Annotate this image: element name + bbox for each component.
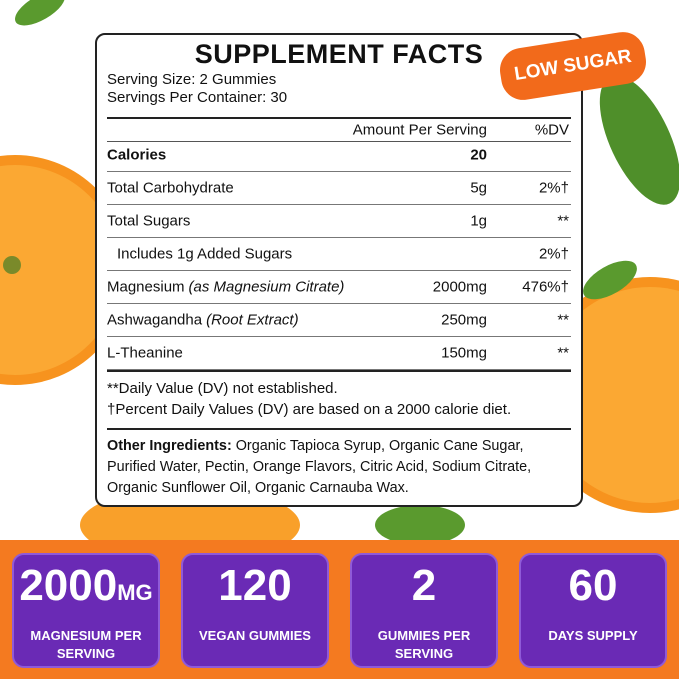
nutrient-name: Ashwagandha (Root Extract) xyxy=(107,312,299,329)
nutrient-name: Magnesium (as Magnesium Citrate) xyxy=(107,279,344,296)
stat-number: 2000 xyxy=(19,561,118,610)
daily-value: 2%† xyxy=(538,179,569,197)
stat-value: 2 xyxy=(352,561,496,611)
nutrient-name: Total Carbohydrate xyxy=(107,180,234,197)
nutrient-name: Calories xyxy=(107,147,166,164)
servings-per-container: Servings Per Container: 30 xyxy=(107,89,288,106)
daily-value: ** xyxy=(557,212,569,230)
daily-value: 476%† xyxy=(522,278,569,296)
facts-panel: SUPPLEMENT FACTS Serving Size: 2 Gummies… xyxy=(95,33,583,507)
nutrient-label: Includes 1g Added Sugars xyxy=(117,245,293,263)
stat-card: 2 GUMMIES PER SERVING xyxy=(350,553,498,668)
amount: 150mg xyxy=(441,344,487,362)
stat-label: GUMMIES PER SERVING xyxy=(377,628,471,661)
daily-value: 2%† xyxy=(538,245,569,263)
facts-row: Total Sugars 1g ** xyxy=(107,205,571,238)
nutrient-label: Magnesium xyxy=(107,278,185,296)
amount: 1g xyxy=(470,212,487,230)
nutrient-name: L-Theanine xyxy=(107,345,183,362)
nutrient-label: Total Carbohydrate xyxy=(107,179,234,197)
stat-label: DAYS SUPPLY xyxy=(548,628,638,643)
footnotes: **Daily Value (DV) not established. †Perc… xyxy=(107,370,571,420)
stat-number: 120 xyxy=(218,561,292,610)
nutrient-label: L-Theanine xyxy=(107,344,183,362)
nutrient-note: (Root Extract) xyxy=(206,311,299,329)
facts-row: L-Theanine 150mg ** xyxy=(107,337,571,370)
stat-label: VEGAN GUMMIES xyxy=(199,628,311,643)
amount-header: Amount Per Serving xyxy=(352,121,487,139)
footnote: †Percent Daily Values (DV) are based on … xyxy=(107,401,512,418)
facts-row: Includes 1g Added Sugars 2%† xyxy=(107,238,571,271)
facts-row: Calories 20 xyxy=(107,139,571,172)
stat-unit: MG xyxy=(117,580,153,605)
amount: 20 xyxy=(470,146,487,164)
nutrient-label: Calories xyxy=(107,146,167,164)
stat-value: 2000MG xyxy=(14,561,158,611)
facts-row: Magnesium (as Magnesium Citrate) 2000mg 476… xyxy=(107,271,571,304)
nutrient-name: Includes 1g Added Sugars xyxy=(117,246,292,263)
facts-row: Ashwagandha (Root Extract) 250mg ** xyxy=(107,304,571,337)
other-label: Other Ingredients: xyxy=(107,438,232,454)
stat-card: 2000MG MAGNESIUM PER SERVING xyxy=(12,553,160,668)
nutrient-name: Total Sugars xyxy=(107,213,190,230)
stat-label: MAGNESIUM PER SERVING xyxy=(30,628,142,661)
nutrient-label: Total Sugars xyxy=(107,212,191,230)
stat-number: 2 xyxy=(411,561,437,610)
other-text: Organic Tapioca Syrup, Organic Cane Suga… xyxy=(107,438,532,496)
facts-title: SUPPLEMENT FACTS xyxy=(194,39,484,69)
amount: 250mg xyxy=(441,311,487,329)
nutrient-note: (as Magnesium Citrate) xyxy=(188,278,345,296)
serving-size: Serving Size: 2 Gummies xyxy=(107,71,277,88)
daily-value: ** xyxy=(557,311,569,329)
other-ingredients: Other Ingredients: Organic Tapioca Syrup… xyxy=(107,428,571,499)
dv-header: %DV xyxy=(534,121,569,139)
footnote: **Daily Value (DV) not established. xyxy=(107,380,338,397)
stat-value: 120 xyxy=(183,561,327,611)
amount: 2000mg xyxy=(432,278,487,296)
amount: 5g xyxy=(470,179,487,197)
nutrient-label: Ashwagandha xyxy=(107,311,203,329)
facts-row: Total Carbohydrate 5g 2%† xyxy=(107,172,571,205)
facts-header: Amount Per Serving %DV xyxy=(107,117,571,142)
daily-value: ** xyxy=(557,344,569,362)
stat-value: 60 xyxy=(521,561,665,611)
stat-card: 60 DAYS SUPPLY xyxy=(519,553,667,668)
stat-card: 120 VEGAN GUMMIES xyxy=(181,553,329,668)
stat-number: 60 xyxy=(568,561,618,610)
